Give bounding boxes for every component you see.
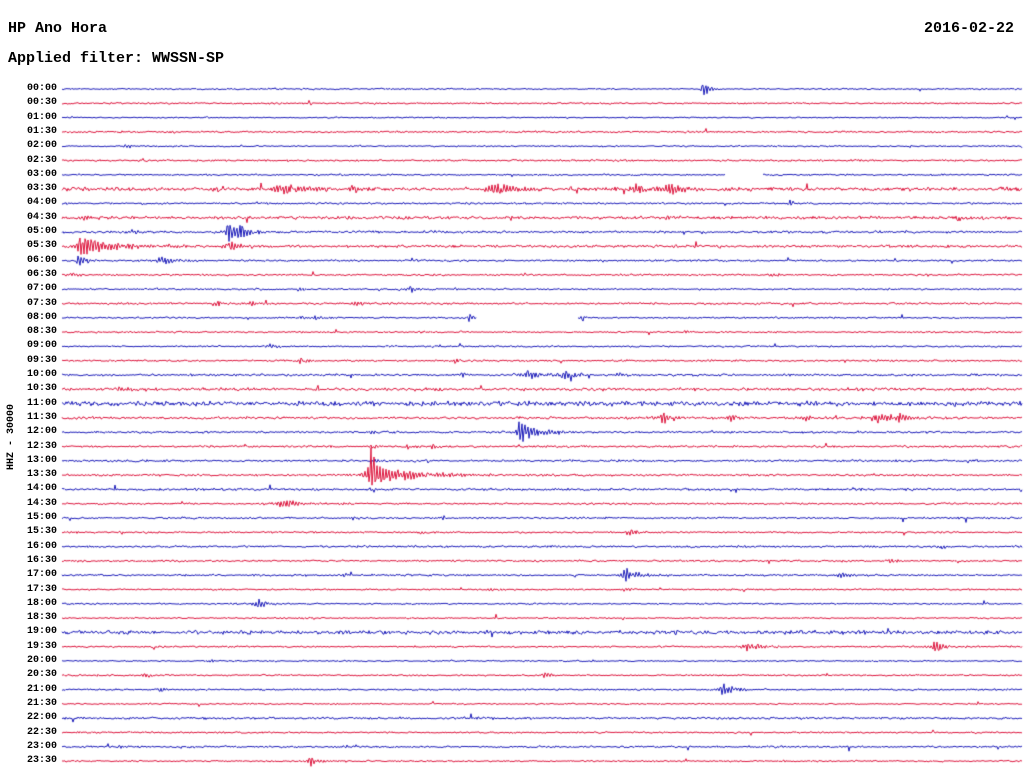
seismogram-canvas	[0, 0, 1024, 780]
